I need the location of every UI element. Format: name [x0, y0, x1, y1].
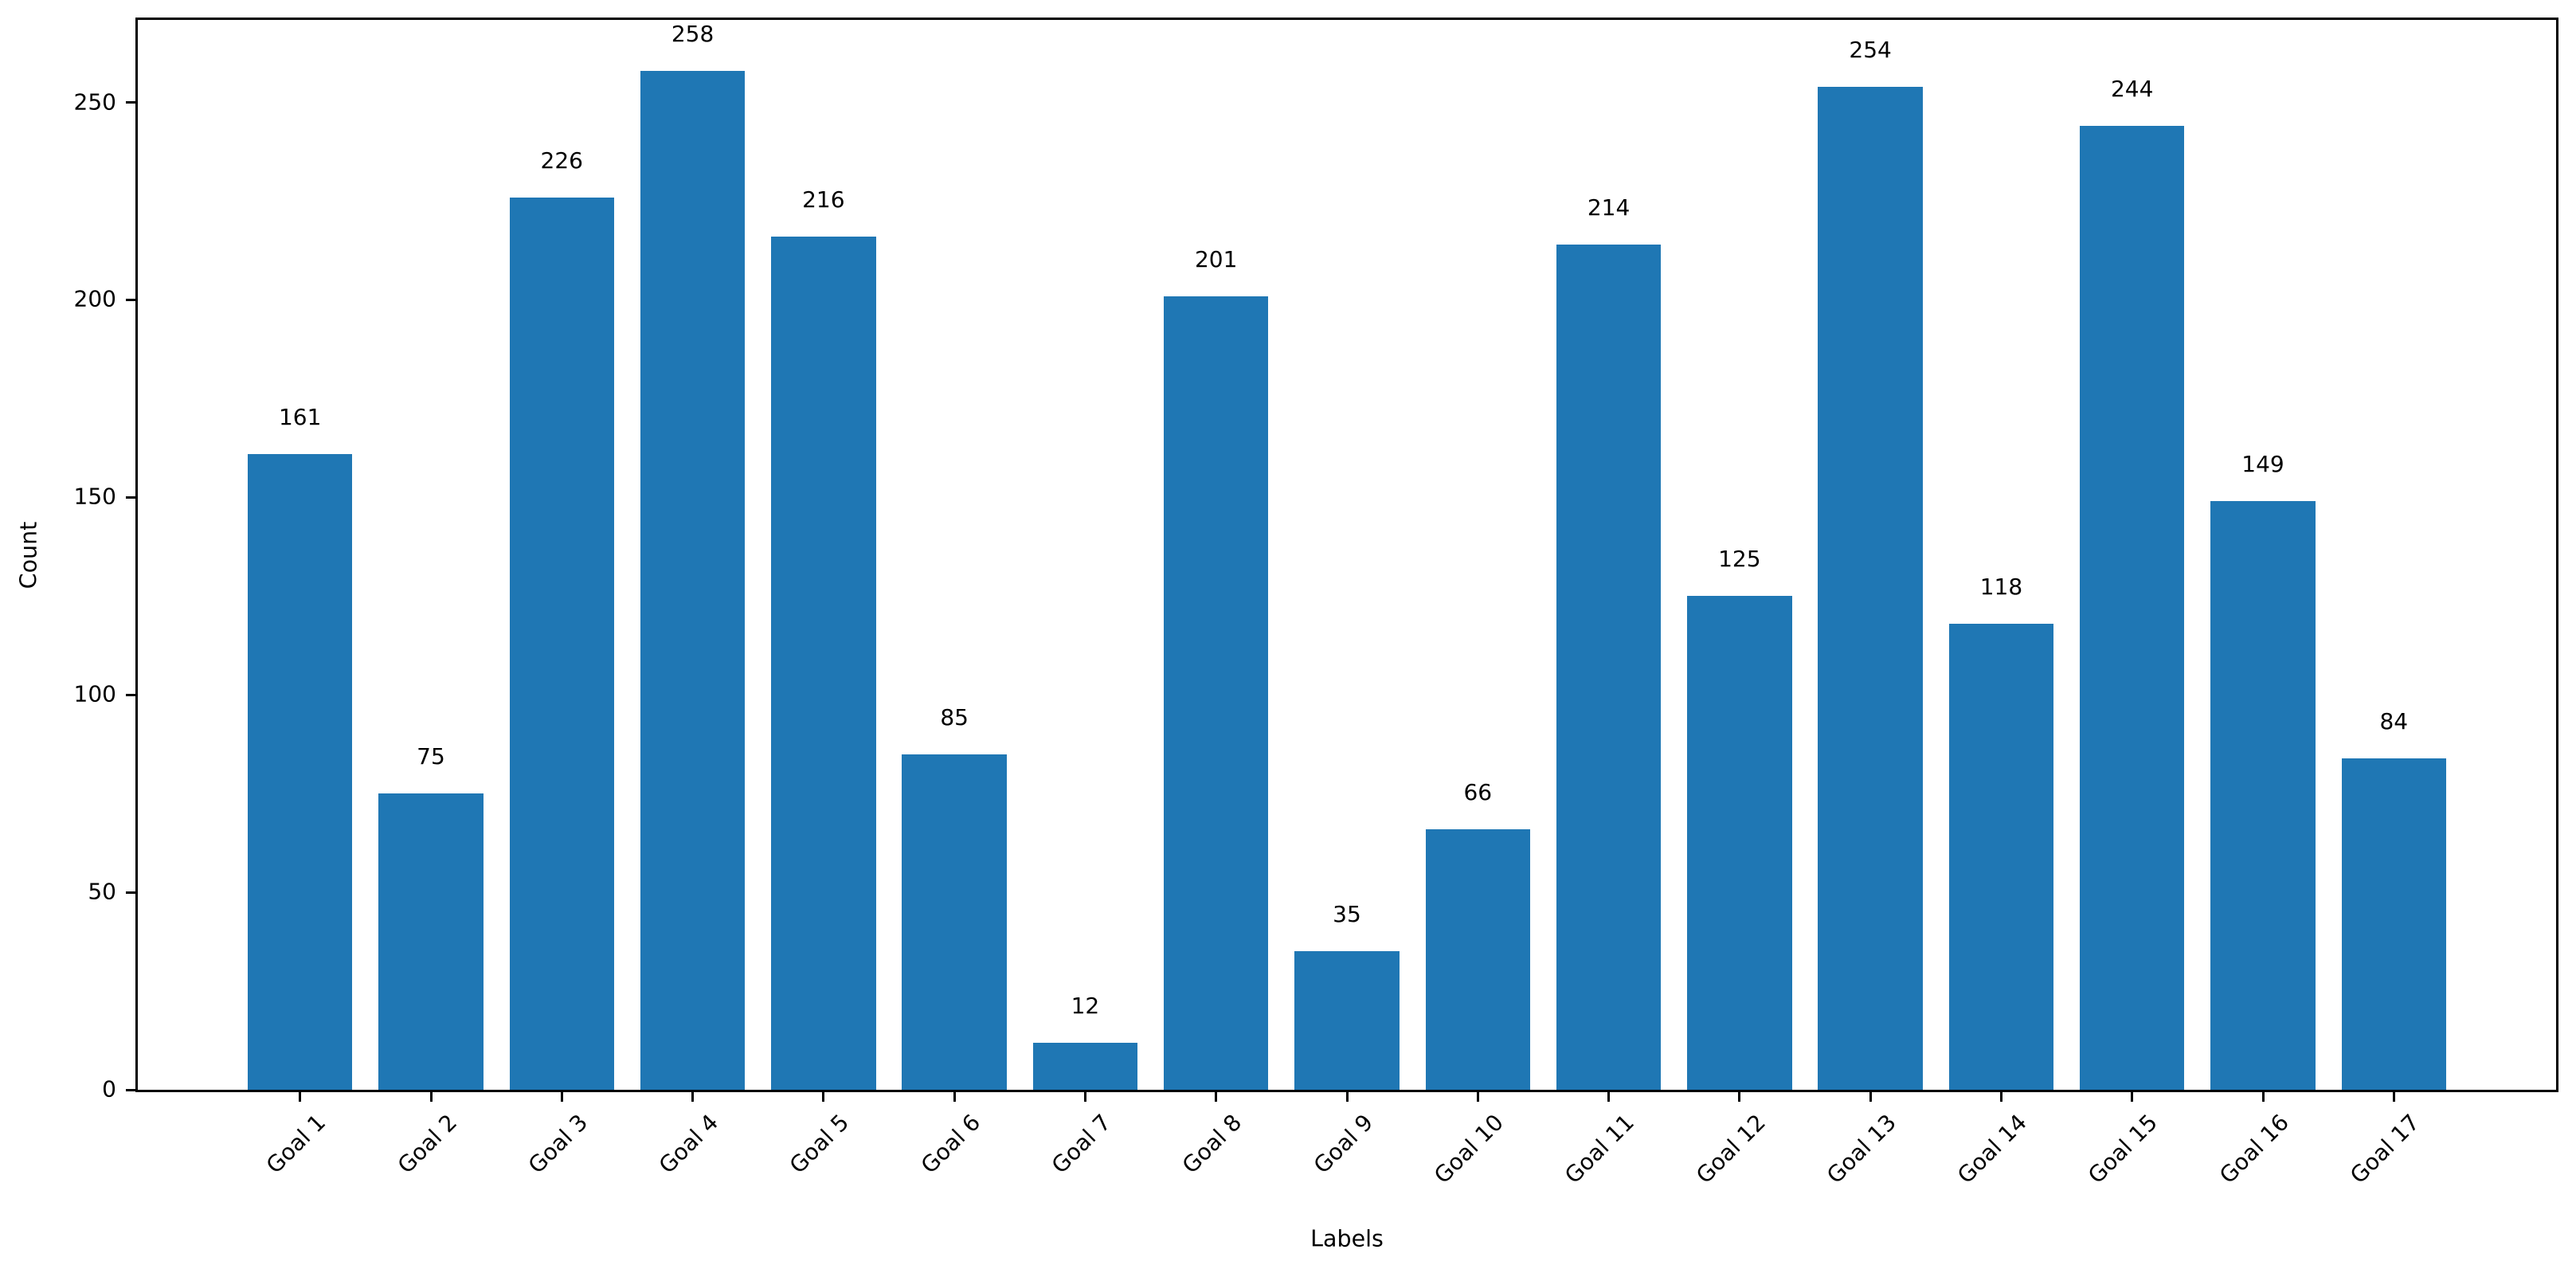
y-tick-label-200: 200: [73, 285, 116, 312]
bar-value-label-goal-17: 84: [2379, 707, 2409, 734]
bar-value-label-goal-7: 12: [1071, 992, 1100, 1019]
bar-goal-15: [2080, 126, 2185, 1090]
y-tick-250: [126, 101, 135, 104]
bar-goal-9: [1294, 951, 1400, 1090]
y-tick-label-0: 0: [102, 1075, 116, 1103]
y-tick-0: [126, 1088, 135, 1091]
x-tick-label-goal-15: Goal 15: [2083, 1109, 2163, 1189]
bar-goal-13: [1818, 86, 1923, 1090]
bar-goal-3: [509, 197, 614, 1090]
bar-value-label-goal-8: 201: [1194, 245, 1238, 272]
bar-value-label-goal-14: 118: [1979, 573, 2023, 600]
x-tick-label-goal-3: Goal 3: [523, 1109, 593, 1179]
bar-goal-8: [1164, 296, 1269, 1090]
bar-goal-14: [1948, 624, 2054, 1090]
bar-goal-4: [640, 70, 746, 1090]
x-tick-label-goal-17: Goal 17: [2345, 1109, 2425, 1189]
x-tick-label-goal-7: Goal 7: [1046, 1109, 1117, 1179]
x-tick-goal-9: [1345, 1092, 1349, 1102]
bar-goal-6: [902, 754, 1007, 1090]
x-tick-goal-15: [2131, 1092, 2134, 1102]
y-tick-50: [126, 891, 135, 894]
x-tick-label-goal-8: Goal 8: [1177, 1109, 1247, 1179]
x-tick-goal-2: [429, 1092, 433, 1102]
bar-value-label-goal-11: 214: [1587, 194, 1631, 221]
y-tick-label-100: 100: [73, 680, 116, 707]
x-tick-goal-3: [560, 1092, 563, 1102]
x-tick-label-goal-1: Goal 1: [261, 1109, 331, 1179]
x-tick-goal-13: [1869, 1092, 1872, 1102]
bar-value-label-goal-2: 75: [417, 742, 445, 770]
bar-value-label-goal-3: 226: [540, 147, 584, 174]
bar-value-label-goal-9: 35: [1333, 901, 1361, 928]
x-tick-label-goal-9: Goal 9: [1308, 1109, 1378, 1179]
x-tick-goal-1: [299, 1092, 302, 1102]
bar-goal-10: [1425, 828, 1530, 1090]
plot-area-border: [135, 18, 2558, 1092]
bar-value-label-goal-15: 244: [2110, 76, 2154, 103]
x-tick-label-goal-4: Goal 4: [653, 1109, 724, 1179]
y-tick-label-250: 250: [73, 88, 116, 116]
x-tick-label-goal-11: Goal 11: [1560, 1109, 1640, 1189]
bar-goal-16: [2210, 501, 2316, 1090]
x-tick-label-goal-6: Goal 6: [915, 1109, 985, 1179]
bar-goal-12: [1687, 596, 1792, 1090]
x-axis-title: Labels: [1310, 1225, 1384, 1252]
x-tick-goal-17: [2392, 1092, 2395, 1102]
y-tick-150: [126, 495, 135, 499]
x-tick-goal-4: [691, 1092, 695, 1102]
bar-goal-5: [771, 237, 876, 1090]
bar-value-label-goal-1: 161: [278, 403, 322, 430]
bar-goal-2: [378, 793, 483, 1090]
y-tick-label-150: 150: [73, 483, 116, 510]
y-axis-title: Count: [15, 521, 42, 589]
bar-goal-1: [248, 453, 353, 1090]
bar-goal-17: [2341, 758, 2446, 1090]
x-tick-label-goal-5: Goal 5: [785, 1109, 855, 1179]
bar-value-label-goal-6: 85: [940, 703, 969, 731]
y-tick-200: [126, 298, 135, 301]
x-tick-label-goal-16: Goal 16: [2214, 1109, 2294, 1189]
bar-value-label-goal-10: 66: [1463, 778, 1493, 805]
x-tick-goal-16: [2261, 1092, 2265, 1102]
bar-value-label-goal-16: 149: [2241, 451, 2284, 478]
x-tick-goal-8: [1215, 1092, 1218, 1102]
bar-value-label-goal-5: 216: [802, 186, 845, 213]
x-tick-label-goal-10: Goal 10: [1429, 1109, 1509, 1189]
x-tick-goal-6: [953, 1092, 956, 1102]
x-tick-goal-7: [1083, 1092, 1086, 1102]
x-tick-goal-14: [1999, 1092, 2002, 1102]
x-tick-goal-11: [1607, 1092, 1611, 1102]
x-tick-label-goal-13: Goal 13: [1821, 1109, 1901, 1189]
x-tick-label-goal-12: Goal 12: [1690, 1109, 1771, 1189]
y-tick-100: [126, 693, 135, 696]
x-tick-goal-10: [1476, 1092, 1479, 1102]
x-tick-label-goal-14: Goal 14: [1952, 1109, 2033, 1189]
x-tick-label-goal-2: Goal 2: [392, 1109, 462, 1179]
x-tick-goal-5: [822, 1092, 825, 1102]
bar-value-label-goal-13: 254: [1849, 36, 1892, 63]
x-tick-goal-12: [1738, 1092, 1741, 1102]
bar-goal-11: [1556, 245, 1662, 1090]
bar-value-label-goal-12: 125: [1718, 546, 1761, 573]
bar-goal-7: [1032, 1042, 1138, 1090]
y-tick-label-50: 50: [88, 878, 116, 905]
bar-value-label-goal-4: 258: [671, 20, 714, 47]
